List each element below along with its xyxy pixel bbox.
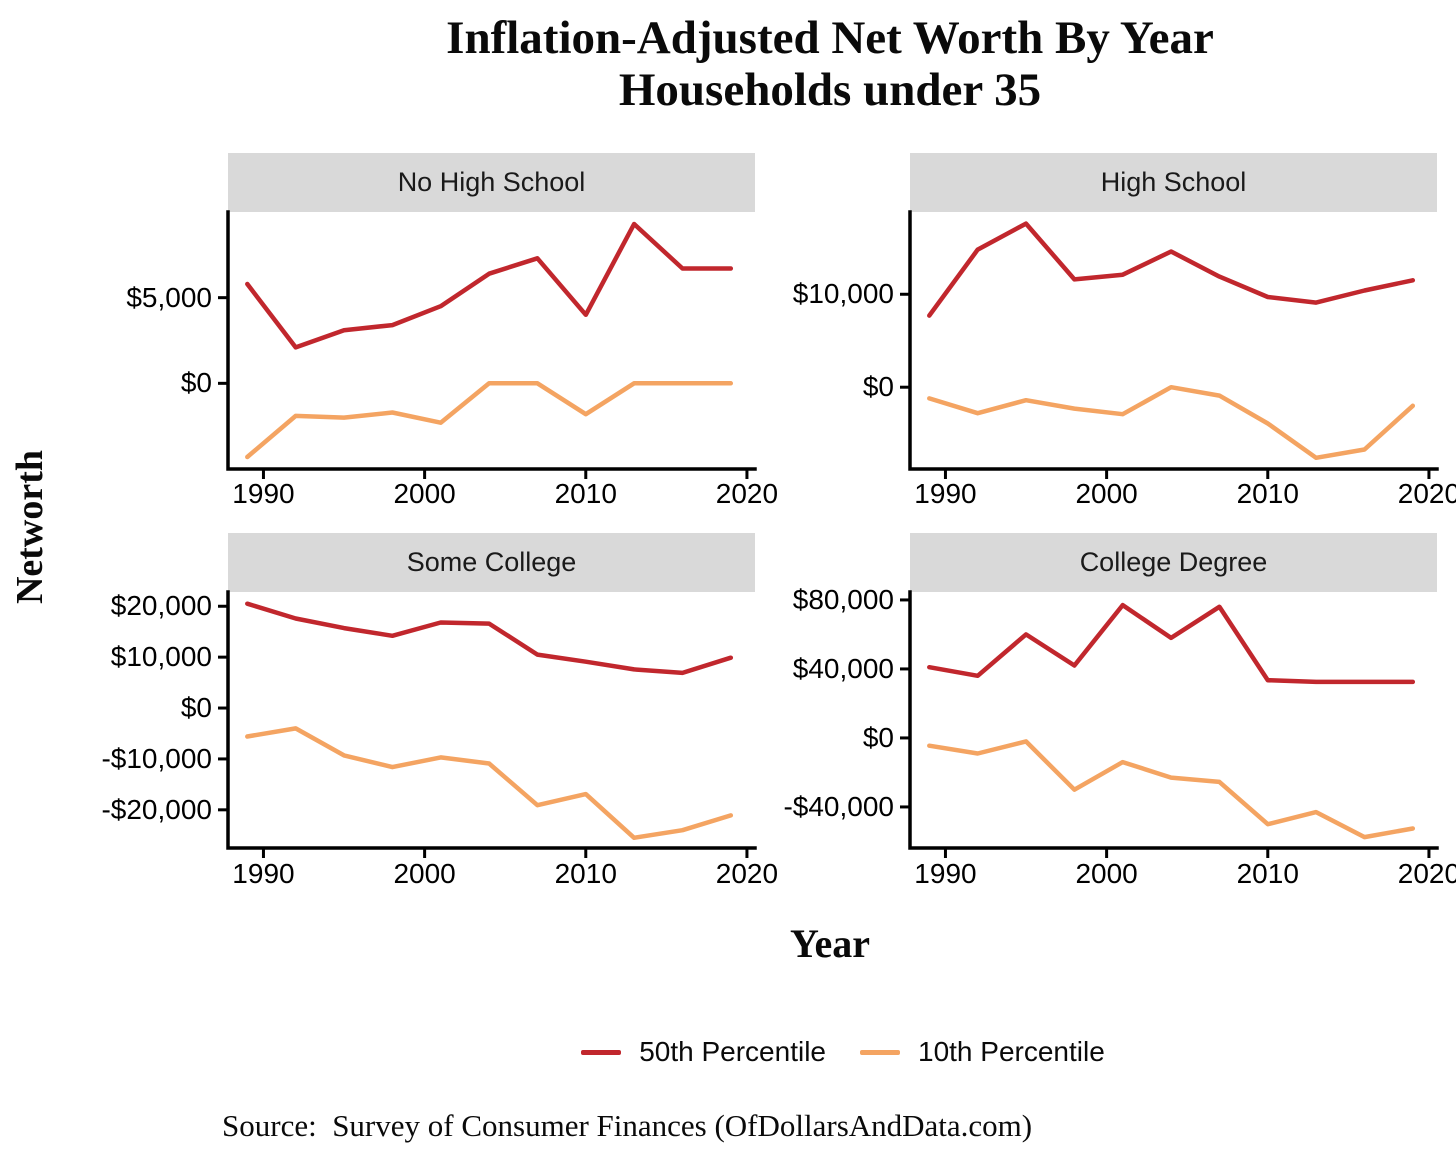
y-tick-label: $20,000	[110, 590, 212, 622]
series-line-50th-percentile-no-high-school	[245, 221, 734, 350]
legend-item-10th-percentile: 10th Percentile	[860, 1036, 1105, 1068]
series-line-10th-percentile-high-school	[927, 384, 1416, 461]
legend-key-line-icon	[860, 1049, 900, 1055]
facet-strip-college-degree: College Degree	[910, 533, 1437, 592]
x-tick-label: 2000	[393, 478, 456, 509]
legend-key-line-icon	[581, 1049, 622, 1055]
facet-strip-label: Some College	[406, 547, 577, 577]
chart-title-line2: Households under 35	[618, 64, 1042, 116]
source-note: Source: Survey of Consumer Finances (OfD…	[222, 1108, 1033, 1143]
y-tick-label: $0	[862, 721, 894, 753]
x-tick-label: 1990	[914, 858, 977, 889]
series-line-10th-percentile-no-high-school	[245, 381, 734, 460]
y-tick-label: $0	[862, 371, 894, 403]
x-tick-label: 1990	[232, 858, 295, 889]
x-tick-label: 2010	[1236, 478, 1299, 509]
facet-strip-label: No High School	[397, 167, 586, 197]
facet-strip-no-high-school: No High School	[228, 153, 755, 212]
y-tick-label: $5,000	[126, 281, 212, 313]
series-line-50th-percentile-some-college	[245, 601, 734, 676]
legend-label: 10th Percentile	[918, 1036, 1105, 1067]
y-tick-label: -$10,000	[101, 742, 212, 774]
x-tick-label: 2000	[1075, 858, 1138, 889]
legend-label: 50th Percentile	[639, 1036, 826, 1067]
axis-lines-some-college	[226, 590, 757, 850]
y-tick-label: -$40,000	[783, 790, 894, 822]
x-tick-label: 1990	[914, 478, 977, 509]
series-line-10th-percentile-college-degree	[927, 739, 1416, 840]
x-tick-label: 2020	[1397, 478, 1456, 509]
y-tick-label: $10,000	[110, 641, 212, 673]
x-tick-label: 2020	[1397, 858, 1456, 889]
axis-lines-no-high-school	[226, 210, 757, 471]
x-tick-label: 2020	[715, 858, 779, 889]
x-tick-label: 1990	[232, 478, 295, 509]
x-axis-title: Year	[790, 921, 870, 966]
series-line-50th-percentile-college-degree	[927, 602, 1416, 685]
x-tick-label: 2010	[1236, 858, 1299, 889]
x-tick-label: 2000	[393, 858, 456, 889]
x-tick-label: 2020	[715, 478, 779, 509]
facet-strip-some-college: Some College	[228, 533, 755, 592]
y-tick-label: $0	[180, 367, 212, 399]
chart-title: Inflation-Adjusted Net Worth By Year Hou…	[204, 12, 1456, 116]
y-tick-label: $80,000	[792, 583, 894, 615]
facet-strip-high-school: High School	[910, 153, 1437, 212]
facet-strip-label: College Degree	[1079, 547, 1268, 577]
y-tick-label: $40,000	[792, 652, 894, 684]
axis-lines-high-school	[908, 210, 1439, 471]
legend: 50th Percentile 10th Percentile	[230, 1036, 1456, 1068]
chart-title-line1: Inflation-Adjusted Net Worth By Year	[446, 12, 1214, 64]
series-line-10th-percentile-some-college	[245, 726, 734, 841]
x-tick-label: 2000	[1075, 478, 1138, 509]
legend-item-50th-percentile: 50th Percentile	[581, 1036, 826, 1068]
axis-lines-college-degree	[908, 590, 1439, 850]
series-line-50th-percentile-high-school	[927, 221, 1416, 318]
x-tick-label: 2010	[554, 478, 617, 509]
y-tick-label: $10,000	[792, 278, 894, 310]
y-tick-label: $0	[180, 692, 212, 724]
facet-strip-label: High School	[1100, 167, 1247, 197]
x-tick-label: 2010	[554, 858, 617, 889]
y-tick-label: -$20,000	[101, 793, 212, 825]
